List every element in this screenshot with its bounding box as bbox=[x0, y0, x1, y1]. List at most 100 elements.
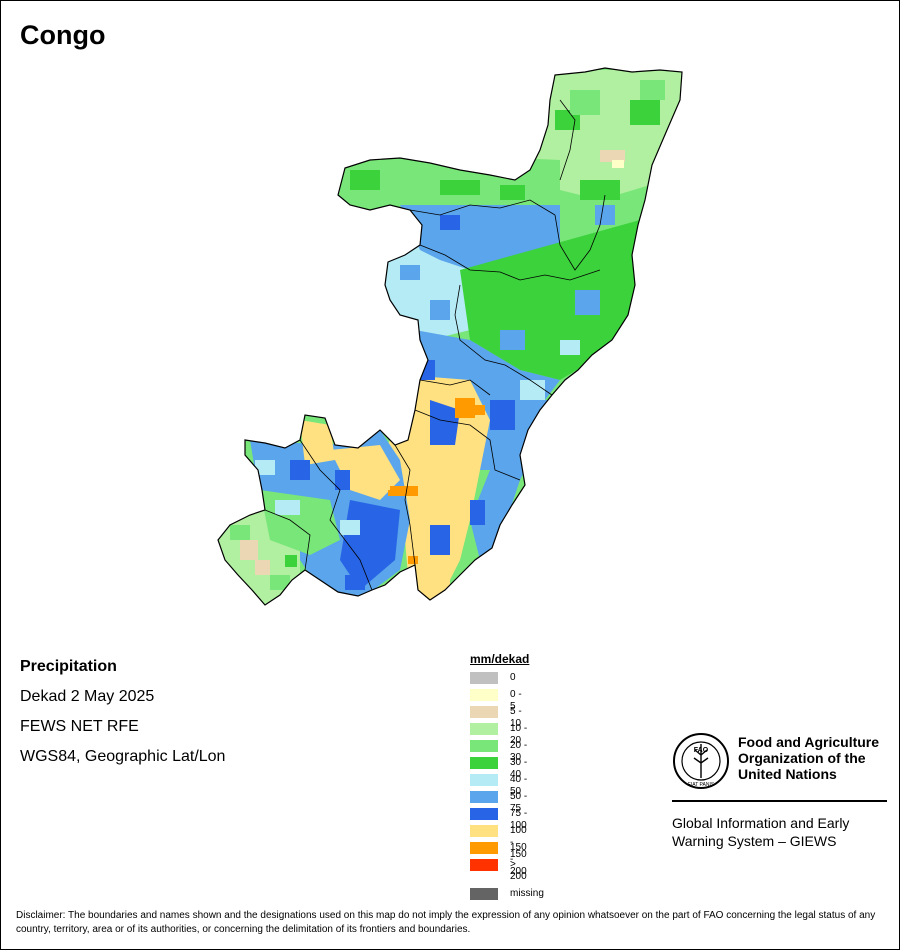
block-sw-dark-2 bbox=[335, 470, 350, 490]
legend-item: 50 - 75 bbox=[470, 789, 529, 814]
block-west-dark-1 bbox=[440, 215, 460, 230]
block-sw-light-2 bbox=[340, 520, 360, 535]
block-sw-light-3 bbox=[255, 460, 275, 475]
legend-swatch bbox=[470, 842, 498, 854]
legend-label: 20 - 30 bbox=[510, 740, 528, 763]
disclaimer: Disclaimer: The boundaries and names sho… bbox=[16, 910, 876, 935]
giews-line-2: Warning System – GIEWS bbox=[672, 833, 837, 849]
zone-sw-pocket-yellow bbox=[300, 420, 335, 465]
legend-item: > 200 bbox=[470, 857, 529, 882]
block-east-light-1 bbox=[560, 340, 580, 355]
legend-title: mm/dekad bbox=[470, 652, 530, 666]
fao-name: Food and Agriculture Organization of the… bbox=[738, 734, 898, 782]
block-sw-green-2 bbox=[270, 575, 290, 590]
legend-swatch bbox=[470, 706, 498, 718]
legend-swatch bbox=[470, 740, 498, 752]
legend-item: 10 - 20 bbox=[470, 721, 529, 746]
block-west-dark-2 bbox=[420, 360, 435, 380]
legend-swatch bbox=[470, 808, 498, 820]
map-metadata: Precipitation Dekad 2 May 2025 FEWS NET … bbox=[20, 657, 225, 777]
fao-name-line-3: United Nations bbox=[738, 766, 837, 782]
block-yellow-4 bbox=[410, 440, 430, 460]
legend-item: 5 - 10 bbox=[470, 704, 529, 729]
legend-item-missing: missing bbox=[470, 886, 544, 903]
legend-swatch bbox=[470, 859, 498, 871]
fao-logo-icon: FAO FIAT PANIS bbox=[673, 733, 729, 789]
legend-item: 0 - 5 bbox=[470, 687, 529, 712]
block-yellow-1 bbox=[440, 480, 465, 520]
fao-divider bbox=[672, 800, 887, 802]
legend-swatch-missing bbox=[470, 888, 498, 900]
zone-south-dark bbox=[430, 400, 460, 445]
precipitation-map bbox=[217, 67, 683, 606]
legend-item: 150 - 200 bbox=[470, 840, 529, 877]
legend-swatch bbox=[470, 672, 498, 684]
legend-label: 75 - 100 bbox=[510, 808, 528, 831]
legend-swatch bbox=[470, 791, 498, 803]
legend-swatch bbox=[470, 689, 498, 701]
block-east-blue-1 bbox=[595, 205, 615, 225]
giews-line-1: Global Information and Early bbox=[672, 815, 850, 831]
block-yellow-3 bbox=[365, 470, 390, 490]
period-label: Dekad 2 May 2025 bbox=[20, 688, 155, 705]
map-title: Congo bbox=[20, 20, 106, 50]
legend-label: 150 - 200 bbox=[510, 842, 527, 877]
block-north-mid-2 bbox=[640, 80, 665, 100]
block-dry-north-2 bbox=[612, 160, 624, 168]
source-label: FEWS NET RFE bbox=[20, 718, 139, 735]
block-heavy-3 bbox=[408, 556, 418, 564]
legend-label: 100 - 150 bbox=[510, 825, 527, 860]
block-center-dark-4 bbox=[345, 575, 365, 590]
giews-name: Global Information and Early Warning Sys… bbox=[672, 814, 892, 850]
block-center-dark-3 bbox=[470, 500, 485, 525]
legend-item: 75 - 100 bbox=[470, 806, 529, 831]
block-north-mid-1 bbox=[570, 90, 600, 115]
block-north-green-5 bbox=[440, 180, 480, 195]
legend-label: 40 - 50 bbox=[510, 774, 528, 797]
fao-emblem-motto: FIAT PANIS bbox=[688, 782, 715, 788]
projection-label: WGS84, Geographic Lat/Lon bbox=[20, 748, 226, 765]
legend-swatch bbox=[470, 757, 498, 769]
legend-label: 50 - 75 bbox=[510, 791, 528, 814]
block-west-blue-2 bbox=[430, 300, 450, 320]
legend-item: 20 - 30 bbox=[470, 738, 529, 763]
block-sw-green-1 bbox=[230, 525, 250, 540]
legend-label: 0 bbox=[510, 672, 516, 683]
block-east-light-2 bbox=[520, 380, 545, 400]
block-heavy-4 bbox=[470, 405, 485, 415]
block-east-blue-2 bbox=[575, 290, 600, 315]
legend-label: 30 - 40 bbox=[510, 757, 528, 780]
block-north-green-6 bbox=[500, 185, 525, 200]
legend-swatch bbox=[470, 774, 498, 786]
block-center-dark-1 bbox=[490, 400, 515, 430]
rainfall-regions bbox=[218, 70, 682, 605]
block-dry-southwest bbox=[240, 540, 258, 560]
block-dry-north bbox=[600, 150, 625, 162]
block-north-green-3 bbox=[580, 180, 620, 200]
block-heavy-2 bbox=[388, 486, 418, 496]
block-sw-green-3 bbox=[285, 555, 297, 567]
admin-boundaries bbox=[264, 99, 606, 591]
legend-label: 0 - 5 bbox=[510, 689, 522, 712]
block-center-dark-2 bbox=[430, 525, 450, 555]
block-north-green-4 bbox=[350, 170, 380, 190]
legend-swatch bbox=[470, 825, 498, 837]
block-dry-southwest-2 bbox=[255, 560, 270, 575]
legend-label-missing: missing bbox=[510, 888, 544, 899]
block-west-blue-1 bbox=[400, 265, 420, 280]
legend-label: 10 - 20 bbox=[510, 723, 528, 746]
block-north-green-2 bbox=[630, 100, 660, 125]
block-east-blue-3 bbox=[500, 330, 525, 350]
fao-name-line-2: Organization of the bbox=[738, 750, 866, 766]
legend-item: 30 - 40 bbox=[470, 755, 529, 780]
legend-label: > 200 bbox=[510, 859, 527, 882]
legend-swatch bbox=[470, 723, 498, 735]
parameter-label: Precipitation bbox=[20, 658, 117, 675]
block-sw-dark-1 bbox=[290, 460, 310, 480]
legend-label: 5 - 10 bbox=[510, 706, 522, 729]
fao-name-line-1: Food and Agriculture bbox=[738, 734, 880, 750]
legend-item: 0 bbox=[470, 670, 529, 687]
block-sw-light-1 bbox=[275, 500, 300, 515]
